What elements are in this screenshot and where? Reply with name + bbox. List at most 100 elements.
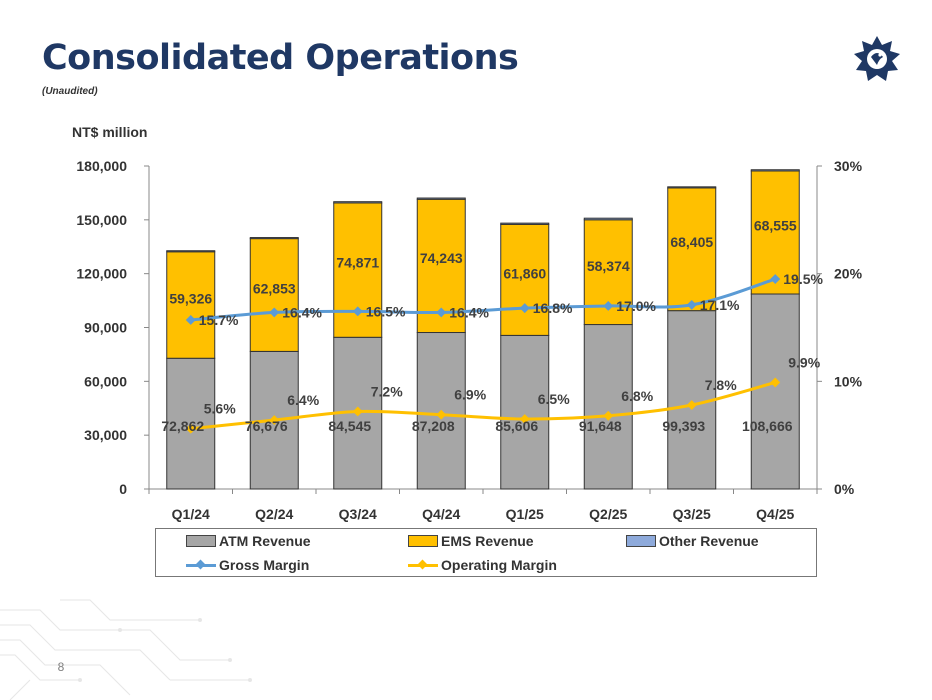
circuit-pattern-decoration: [0, 599, 252, 700]
x-tick-label: Q2/25: [589, 506, 627, 522]
data-label-gross-margin: 16.4%: [449, 304, 489, 320]
point-operating-margin: [519, 414, 530, 424]
data-label-ems-revenue: 61,860: [503, 265, 546, 281]
legend-label-other: Other Revenue: [659, 533, 759, 549]
point-operating-margin: [269, 415, 280, 426]
point-operating-margin: [770, 377, 781, 388]
x-tick-label: Q4/24: [422, 506, 460, 522]
legend-label-atm: ATM Revenue: [219, 533, 311, 549]
y2-tick-label: 0%: [834, 481, 855, 497]
data-label-atm-revenue: 85,606: [495, 418, 538, 434]
data-label-atm-revenue: 76,676: [245, 418, 288, 434]
data-label-ems-revenue: 68,405: [670, 234, 713, 250]
data-label-atm-revenue: 99,393: [662, 418, 705, 434]
slide-title: Consolidated Operations: [42, 38, 519, 78]
data-label-gross-margin: 17.1%: [700, 297, 740, 313]
point-gross-margin: [269, 307, 280, 318]
company-logo-icon: [854, 36, 900, 81]
x-tick-label: Q1/24: [172, 506, 210, 522]
data-label-operating-margin: 6.5%: [538, 391, 570, 407]
data-label-atm-revenue: 108,666: [742, 418, 793, 434]
legend-item-operating-margin: Operating Margin: [408, 557, 557, 573]
y-tick-label: 60,000: [84, 373, 127, 389]
y2-tick-label: 30%: [834, 158, 863, 174]
legend-swatch-gross-margin: [186, 560, 216, 570]
point-gross-margin: [686, 299, 697, 310]
data-label-ems-revenue: 59,326: [169, 291, 212, 307]
data-label-ems-revenue: 74,871: [336, 254, 379, 270]
x-tick-label: Q4/25: [756, 506, 794, 522]
bar-other-revenue: [750, 169, 800, 172]
data-label-ems-revenue: 62,853: [253, 280, 296, 296]
point-gross-margin: [185, 315, 196, 325]
data-label-ems-revenue: 58,374: [587, 258, 630, 274]
bar-ems-revenue: [249, 238, 299, 352]
data-label-atm-revenue: 87,208: [412, 418, 455, 434]
point-gross-margin: [519, 303, 530, 314]
point-operating-margin: [185, 423, 196, 434]
point-operating-margin: [603, 410, 614, 421]
bar-atm-revenue: [750, 293, 800, 490]
y-tick-label: 150,000: [76, 212, 127, 228]
line-operating-margin: [190, 380, 776, 431]
data-label-gross-margin: 17.0%: [616, 298, 656, 314]
bar-atm-revenue: [166, 357, 216, 490]
legend-swatch-ems: [408, 535, 438, 547]
bar-atm-revenue: [583, 324, 633, 490]
data-label-ems-revenue: 74,243: [420, 250, 463, 266]
bar-other-revenue: [667, 186, 717, 189]
bar-other-revenue: [583, 217, 633, 221]
y-tick-label: 30,000: [84, 427, 127, 443]
x-tick-label: Q3/25: [673, 506, 711, 522]
data-label-gross-margin: 15.7%: [199, 312, 239, 328]
data-label-operating-margin: 7.8%: [705, 377, 737, 393]
bar-other-revenue: [500, 222, 550, 225]
y-tick-label: 0: [119, 481, 127, 497]
chart-legend: ATM Revenue EMS Revenue Other Revenue Gr…: [155, 528, 817, 577]
bar-ems-revenue: [750, 170, 800, 295]
legend-label-gross-margin: Gross Margin: [219, 557, 310, 573]
data-label-atm-revenue: 72,862: [161, 418, 204, 434]
data-label-ems-revenue: 68,555: [754, 217, 797, 233]
point-operating-margin: [436, 409, 447, 420]
y-tick-label: 120,000: [76, 266, 127, 282]
data-label-gross-margin: 19.5%: [783, 271, 823, 287]
units-label: NT$ million: [72, 124, 148, 140]
y-tick-label: 90,000: [84, 320, 127, 336]
legend-item-gross-margin: Gross Margin: [186, 557, 309, 573]
data-label-gross-margin: 16.4%: [282, 304, 322, 320]
y2-tick-label: 20%: [834, 266, 863, 282]
bar-other-revenue: [249, 237, 299, 240]
legend-item-ems-revenue: EMS Revenue: [408, 533, 534, 549]
data-label-operating-margin: 6.8%: [621, 388, 653, 404]
y2-tick-label: 10%: [834, 373, 863, 389]
point-gross-margin: [770, 274, 781, 284]
legend-item-other-revenue: Other Revenue: [626, 533, 759, 549]
data-label-operating-margin: 5.6%: [204, 401, 236, 417]
point-gross-margin: [352, 306, 363, 317]
data-label-operating-margin: 7.2%: [371, 383, 403, 399]
x-tick-label: Q2/24: [255, 506, 293, 522]
bar-ems-revenue: [166, 251, 216, 359]
legend-label-ems: EMS Revenue: [441, 533, 534, 549]
y-tick-label: 180,000: [76, 158, 127, 174]
bar-other-revenue: [416, 197, 466, 200]
point-gross-margin: [436, 307, 447, 318]
bar-other-revenue: [333, 201, 383, 204]
legend-label-operating-margin: Operating Margin: [441, 557, 557, 573]
data-label-atm-revenue: 91,648: [579, 418, 622, 434]
legend-swatch-other: [626, 535, 656, 547]
legend-swatch-operating-margin: [408, 560, 438, 570]
legend-swatch-atm: [186, 535, 216, 547]
point-operating-margin: [352, 406, 363, 417]
point-gross-margin: [603, 301, 614, 311]
bar-other-revenue: [166, 250, 216, 253]
page-number: 8: [57, 660, 65, 674]
bar-atm-revenue: [500, 334, 550, 490]
line-gross-margin: [190, 277, 776, 322]
data-label-operating-margin: 6.4%: [287, 392, 319, 408]
slide-subtitle: (Unaudited): [42, 86, 98, 97]
legend-item-atm-revenue: ATM Revenue: [186, 533, 311, 549]
data-label-operating-margin: 9.9%: [788, 354, 820, 370]
